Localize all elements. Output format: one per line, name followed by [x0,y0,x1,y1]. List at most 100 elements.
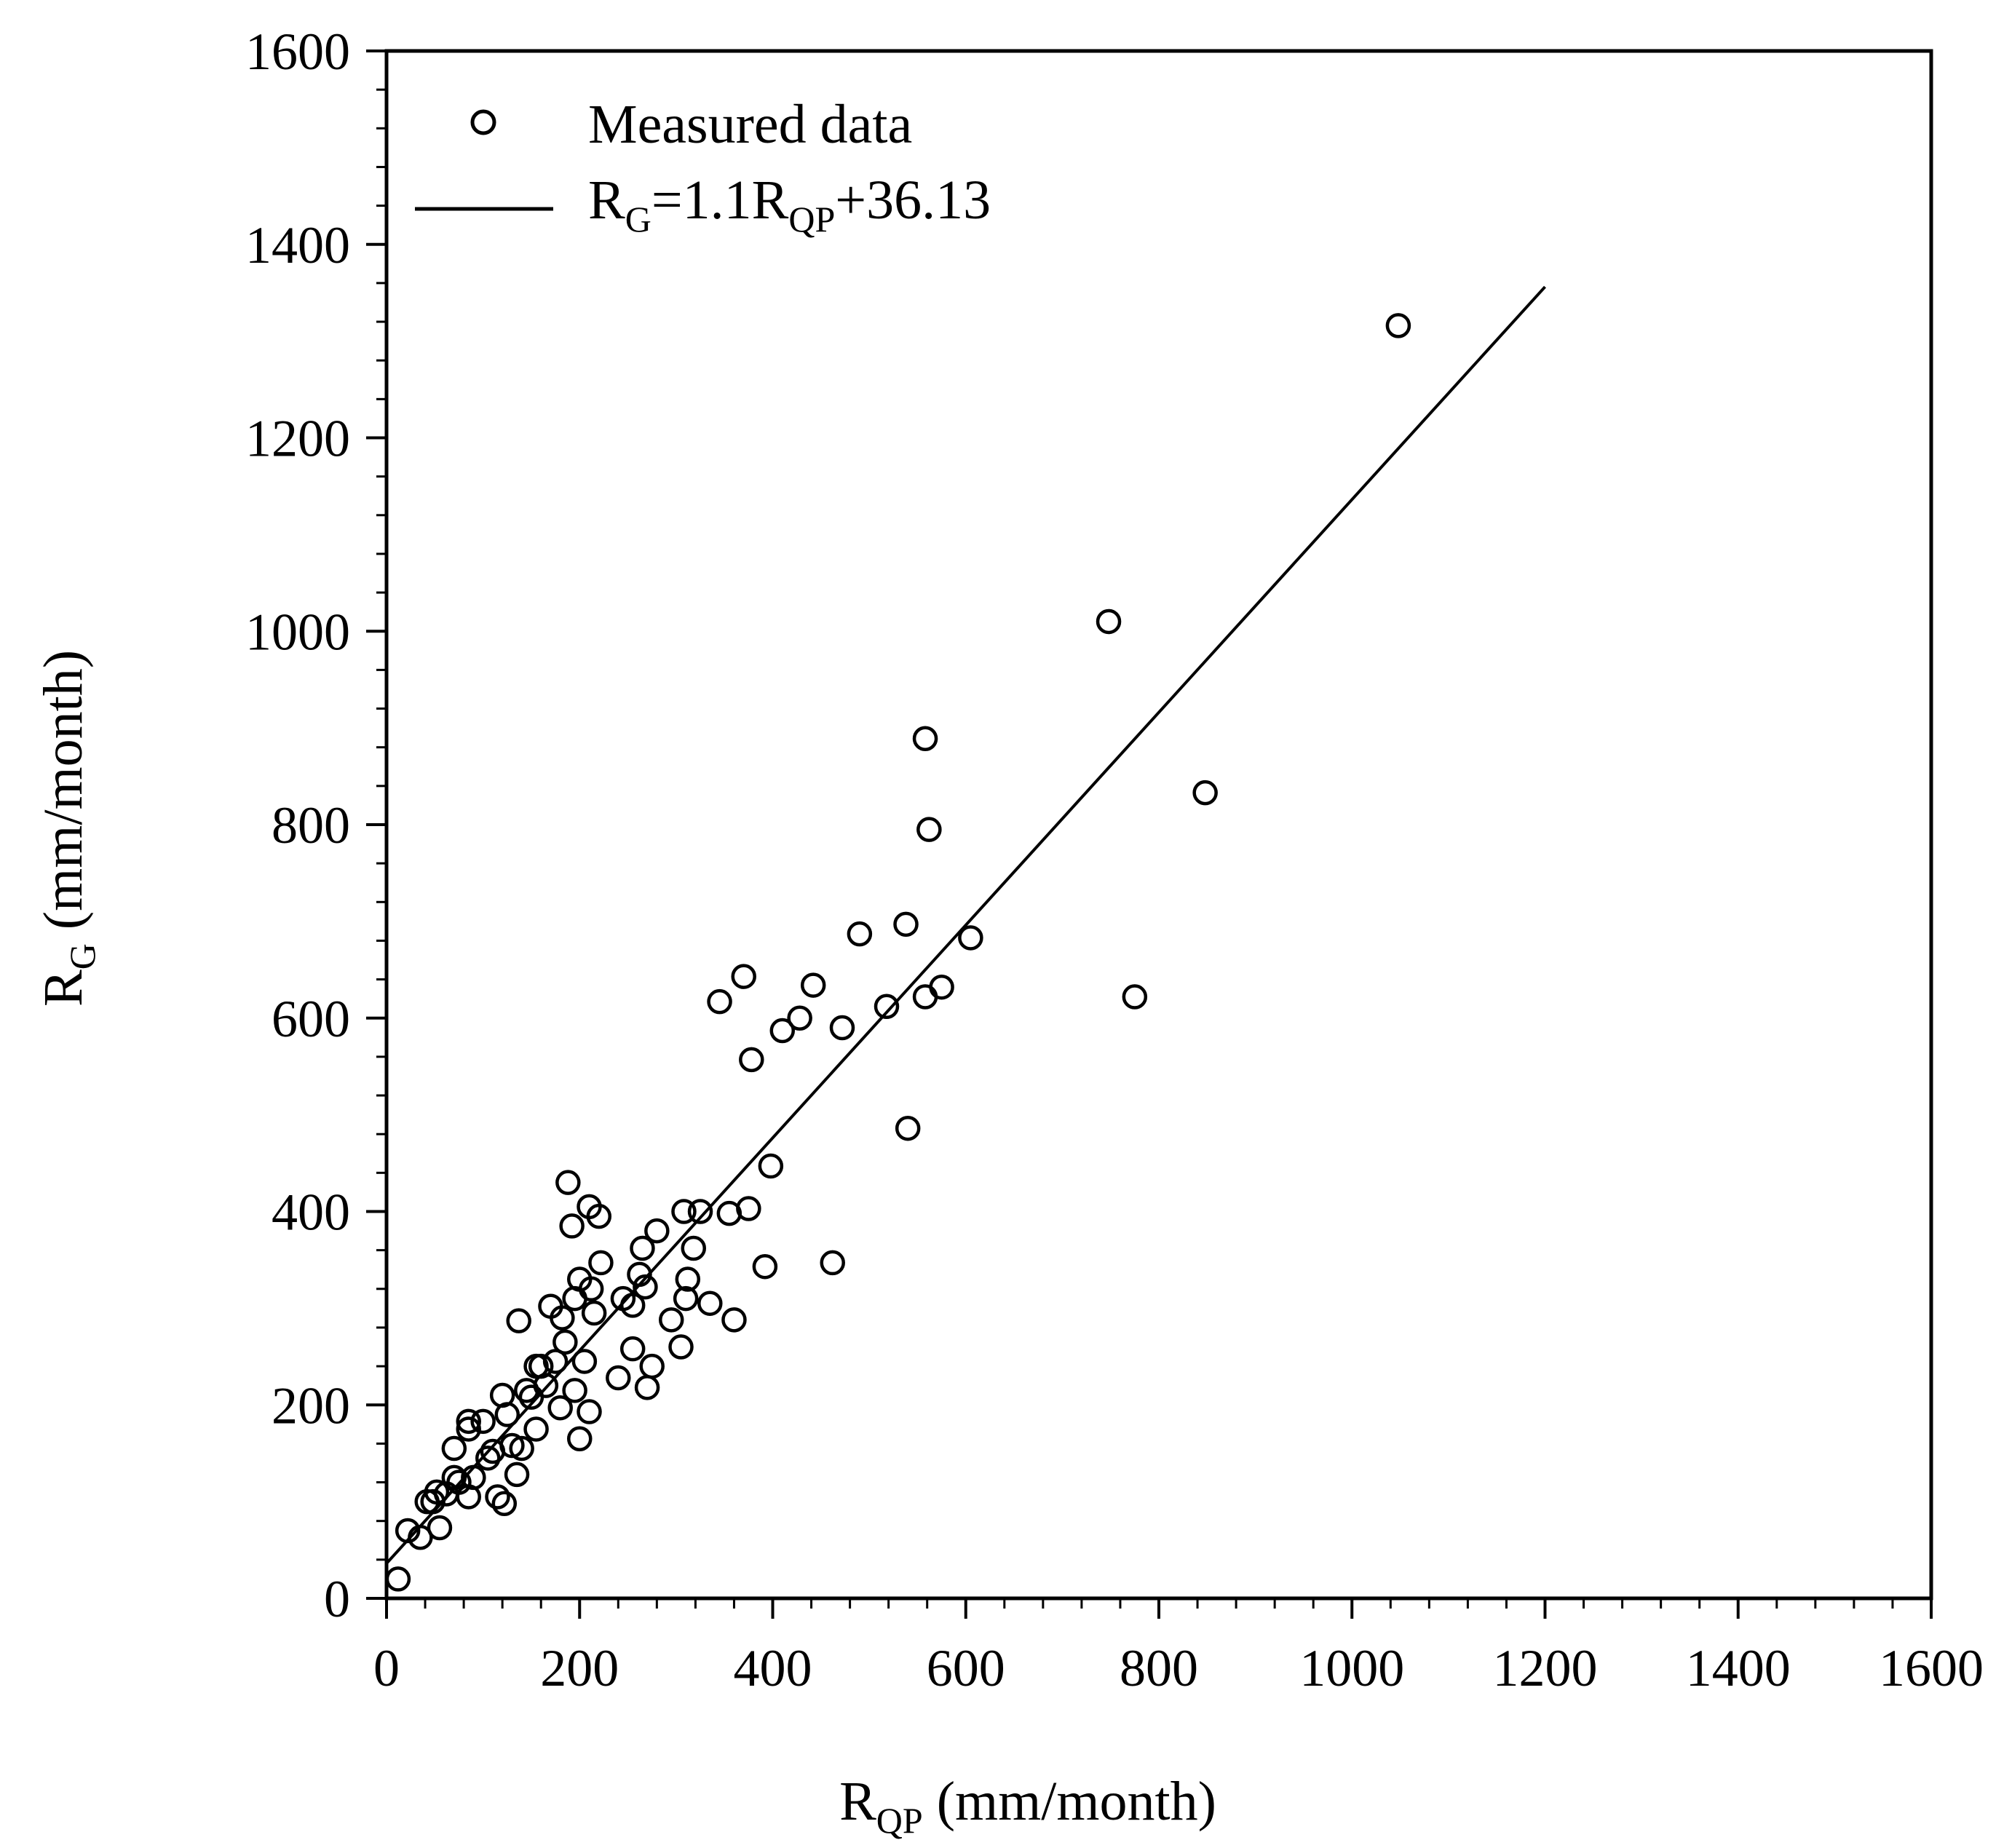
y-tick-label: 1200 [245,410,350,468]
data-point [895,1115,921,1141]
data-point [958,925,983,951]
data-point [427,1515,453,1541]
data-point [441,1435,467,1462]
legend-fit-p3: +36.13 [835,170,991,231]
data-point [523,1416,549,1442]
data-point [721,1307,747,1333]
data-point [1385,313,1411,338]
data-point [385,1566,411,1592]
y-tick-labels: 0 200 400 600 800 1000 1200 1400 1600 [245,23,350,1628]
data-point [424,1479,450,1505]
y-axis-label-unit: (mm/month) [33,650,94,943]
data-point [562,1378,587,1403]
data-point [874,994,900,1020]
data-point [456,1408,481,1435]
data-point [491,1491,518,1517]
data-point [506,1308,531,1333]
x-tick-label: 1200 [1493,1639,1598,1697]
legend-fit-s1: G [625,199,651,239]
x-axis-label-main: R [839,1771,876,1832]
data-point [567,1426,593,1452]
data-point [485,1484,510,1510]
data-point [634,1375,660,1400]
x-tick-label: 1000 [1299,1639,1404,1697]
data-point [1192,780,1218,806]
data-point [588,1250,614,1276]
y-tick-label: 800 [272,796,350,854]
data-point [461,1464,486,1491]
x-tick-label: 200 [540,1639,619,1697]
data-point [578,1276,604,1302]
y-tick-label: 1000 [245,603,350,661]
minor-ticks [376,88,1894,1609]
data-point [658,1307,684,1333]
data-point [739,1047,764,1073]
data-point [912,984,938,1010]
data-point [758,1153,784,1179]
data-point [820,1250,845,1276]
data-point [752,1253,778,1280]
data-point [547,1395,573,1421]
data-point [916,817,942,842]
major-ticks [366,49,1933,1619]
data-point [912,726,938,751]
data-point [630,1235,655,1261]
data-point [555,1170,581,1195]
data-point [893,911,919,937]
data-point [639,1353,665,1379]
x-axis-label-unit: (mm/month) [923,1771,1216,1832]
data-point [533,1373,559,1398]
data-point [1096,608,1122,635]
data-point [581,1300,607,1326]
x-tick-label: 800 [1120,1639,1198,1697]
y-tick-label: 1600 [245,23,350,81]
data-point [504,1462,530,1488]
x-axis-label-sub: QP [876,1800,923,1841]
data-point [542,1349,569,1374]
data-point [559,1213,585,1239]
data-point [619,1293,646,1318]
y-axis-label: RG (mm/month) [33,650,103,1007]
data-point [606,1365,631,1391]
data-point [675,1266,701,1292]
data-point [800,972,826,998]
data-point [829,1015,855,1041]
data-point [673,1285,699,1312]
data-point [408,1525,433,1550]
legend-fit-p1: R [588,170,625,231]
x-tick-label: 1400 [1686,1639,1791,1697]
data-point [668,1334,694,1360]
data-point [707,988,732,1015]
data-point [586,1203,612,1229]
legend-fit-s2: QP [788,199,835,239]
legend: Measured data RG=1.1RQP+36.13 [415,94,991,239]
data-points [385,313,1411,1592]
data-point [671,1199,697,1224]
y-axis-label-main: R [33,969,94,1007]
data-point [687,1199,713,1224]
data-point [769,1018,796,1044]
data-point [395,1518,421,1544]
legend-label-fit: RG=1.1RQP+36.13 [588,170,991,239]
x-tick-label: 0 [373,1639,400,1697]
data-point [731,964,756,989]
data-point [644,1218,670,1244]
y-tick-label: 400 [272,1183,350,1242]
data-point [571,1349,598,1374]
y-tick-label: 600 [272,990,350,1048]
legend-marker-circle [470,109,496,135]
x-axis-label: RQP (mm/month) [839,1771,1216,1841]
data-point [494,1402,520,1427]
data-point [697,1290,723,1316]
data-point [847,921,873,947]
data-point [470,1408,496,1435]
data-point [552,1329,578,1355]
x-tick-label: 400 [734,1639,812,1697]
data-point [736,1196,761,1221]
data-point [619,1336,646,1362]
data-point [627,1261,652,1288]
data-point [550,1305,575,1331]
data-point [787,1005,812,1031]
y-tick-label: 200 [272,1376,350,1435]
x-tick-labels: 0 200 400 600 800 1000 1200 1400 1600 [373,1639,1984,1697]
